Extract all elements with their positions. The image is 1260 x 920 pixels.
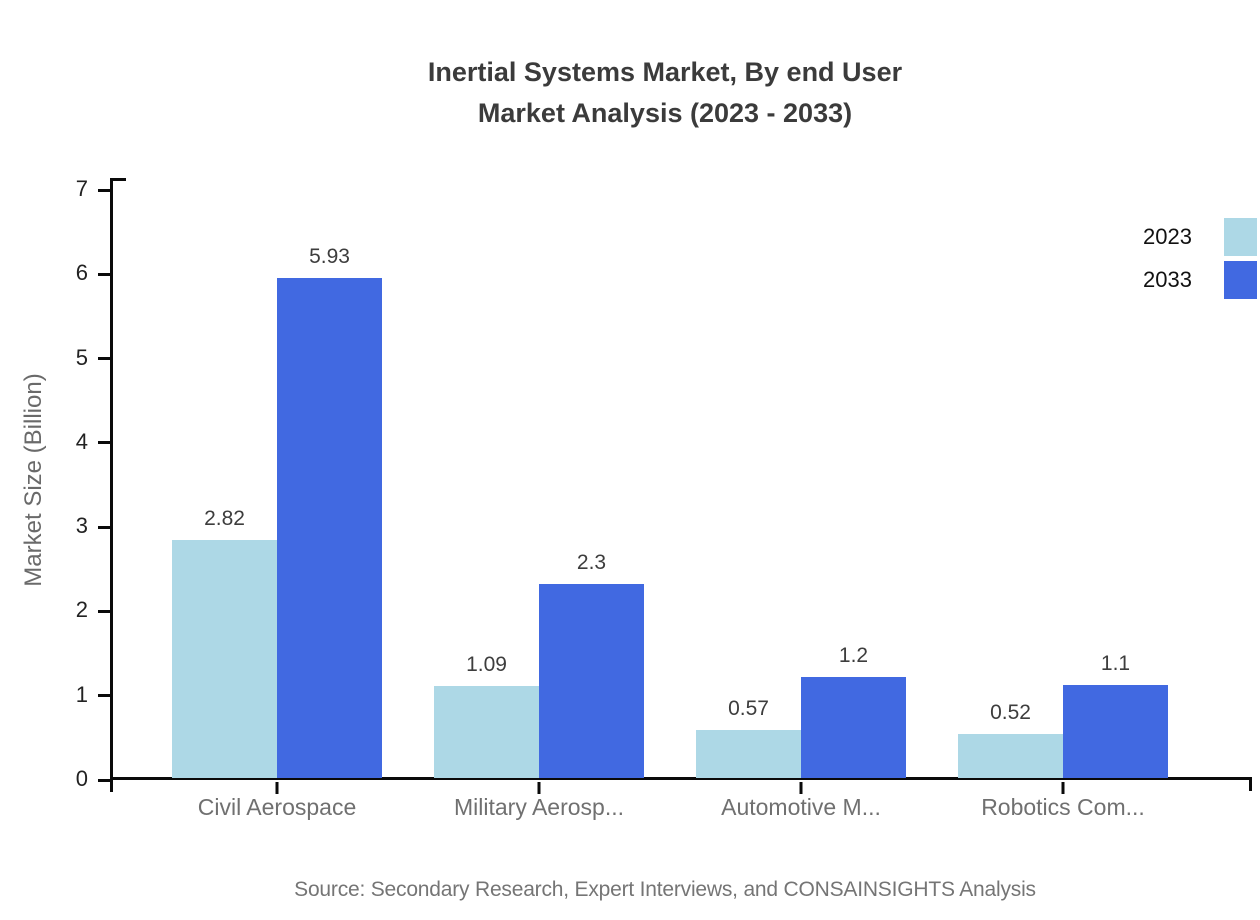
bar-value-label: 0.57 xyxy=(728,696,769,720)
legend-item-2033: 2033 xyxy=(1143,261,1257,299)
legend: 2023 2033 xyxy=(1143,218,1257,299)
y-tick-mark xyxy=(98,272,110,276)
plot-area: 0 1 2 3 4 5 6 7 2.82 5.93 1.09 2.3 0.57 1.2 0.52 1.1 xyxy=(76,177,1252,794)
x-tick-mark xyxy=(275,782,279,794)
legend-item-2023: 2023 xyxy=(1143,218,1257,256)
y-tick-label: 7 xyxy=(75,176,88,201)
y-tick-label: 2 xyxy=(75,597,88,623)
bar-group-automotive-m: 0.57 1.2 xyxy=(670,186,932,794)
bar-value-label: 0.52 xyxy=(990,701,1031,725)
source-note: Source: Secondary Research, Expert Inter… xyxy=(294,878,1036,901)
chart-title-line2: Market Analysis (2023 - 2033) xyxy=(477,98,853,128)
bar-group-civil-aerospace: 2.82 5.93 xyxy=(146,186,408,794)
bar-2023-automotive-m: 0.57 xyxy=(696,697,801,778)
bar-value-label: 5.93 xyxy=(309,245,350,269)
y-tick-label: 0 xyxy=(75,766,88,791)
bar-2023-civil-aerospace: 2.82 xyxy=(172,507,277,778)
x-tick-mark xyxy=(1061,782,1065,794)
y-tick-mark xyxy=(98,188,110,192)
bar-2033-military-aerosp: 2.3 xyxy=(539,551,644,778)
legend-label-2033: 2033 xyxy=(1143,267,1192,292)
bar-value-label: 2.82 xyxy=(204,507,245,531)
legend-swatch-2023-icon xyxy=(1224,218,1257,256)
bar-value-label: 2.3 xyxy=(576,551,607,575)
bar-group-robotics-com: 0.52 1.1 xyxy=(932,186,1194,794)
chart-title: Inertial Systems Market, By end User Mar… xyxy=(110,52,1220,134)
x-axis-labels: Civil Aerospace Military Aerosp... Automot… xyxy=(146,794,1194,821)
bar-2033-civil-aerospace: 5.93 xyxy=(277,245,382,778)
bar-groups: 2.82 5.93 1.09 2.3 0.57 1.2 0.52 1.1 xyxy=(146,186,1194,794)
bar-2033-automotive-m: 1.2 xyxy=(801,644,906,778)
y-tick-label: 4 xyxy=(75,428,88,454)
bar-value-label: 1.1 xyxy=(1100,652,1131,676)
legend-label-2023: 2023 xyxy=(1143,224,1192,249)
y-axis-line xyxy=(110,178,113,792)
y-tick-mark xyxy=(98,778,110,782)
x-tick-label-robotics-com: Robotics Com... xyxy=(981,794,1145,820)
y-tick-label: 3 xyxy=(75,513,88,539)
bar-2033-robotics-com: 1.1 xyxy=(1063,652,1168,778)
x-tick-label-military-aerosp: Military Aerosp... xyxy=(454,794,624,820)
y-tick-label: 1 xyxy=(75,681,88,707)
y-tick-mark xyxy=(98,357,110,361)
y-tick-label: 5 xyxy=(75,344,88,370)
x-tick-mark xyxy=(537,782,541,794)
x-tick-mark xyxy=(799,782,803,794)
legend-swatch-2033-icon xyxy=(1224,261,1257,299)
x-axis-end-tick xyxy=(1249,777,1252,791)
y-axis-end-tick xyxy=(110,178,126,181)
bar-value-label: 1.2 xyxy=(838,643,869,667)
y-tick-mark xyxy=(98,441,110,445)
y-tick-mark xyxy=(98,525,110,529)
y-tick-mark xyxy=(98,609,110,613)
x-tick-label-automotive-m: Automotive M... xyxy=(721,794,881,820)
y-tick-mark xyxy=(98,694,110,698)
x-axis-line xyxy=(110,777,1252,780)
y-tick-label: 6 xyxy=(75,260,88,286)
bar-value-label: 1.09 xyxy=(466,653,507,677)
bar-2023-military-aerosp: 1.09 xyxy=(434,653,539,778)
chart-title-line1: Inertial Systems Market, By end User xyxy=(427,57,903,87)
x-tick-label-civil-aerospace: Civil Aerospace xyxy=(197,794,357,820)
y-axis-title: Market Size (Billion) xyxy=(20,373,47,587)
bar-group-military-aerosp: 1.09 2.3 xyxy=(408,186,670,794)
bar-2023-robotics-com: 0.52 xyxy=(958,701,1063,778)
